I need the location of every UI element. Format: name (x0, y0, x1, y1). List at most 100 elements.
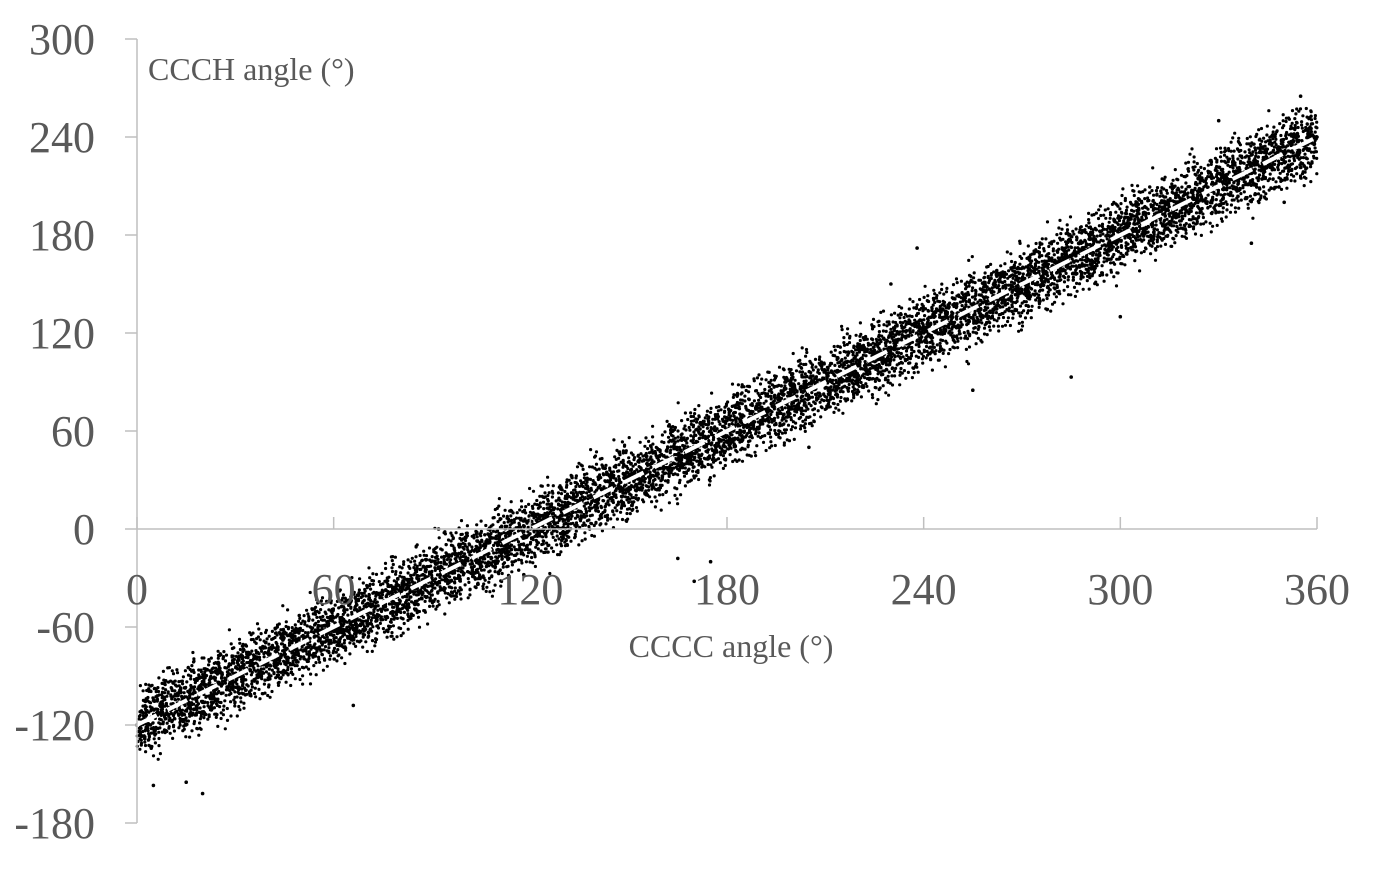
scatter-point (635, 509, 639, 513)
scatter-point (470, 562, 474, 566)
scatter-point (147, 732, 151, 736)
scatter-point (679, 438, 683, 442)
scatter-point (546, 544, 550, 548)
scatter-point (689, 414, 693, 419)
scatter-point (380, 593, 385, 597)
scatter-point (573, 480, 577, 485)
scatter-point (515, 511, 519, 515)
scatter-point (414, 555, 418, 559)
scatter-point (364, 594, 368, 598)
scatter-point (430, 593, 434, 597)
scatter-point (146, 695, 150, 700)
scatter-point (153, 729, 157, 733)
scatter-point (465, 524, 469, 528)
scatter-point (559, 542, 563, 546)
scatter-point (344, 648, 348, 652)
scatter-point (314, 673, 318, 677)
scatter-point (301, 674, 305, 678)
scatter-point (743, 435, 748, 439)
scatter-point (556, 507, 560, 511)
scatter-point (310, 627, 314, 631)
scatter-point (621, 458, 625, 462)
scatter-point (704, 449, 708, 453)
scatter-point (328, 657, 332, 661)
scatter-point (276, 661, 280, 665)
scatter-point (644, 467, 649, 471)
scatter-point (322, 618, 326, 622)
scatter-point (394, 572, 398, 576)
scatter-point (417, 609, 421, 614)
scatter-point (277, 673, 281, 677)
scatter-point (436, 599, 440, 604)
scatter-point (255, 655, 259, 659)
scatter-point (182, 686, 186, 690)
scatter-point (370, 639, 375, 643)
scatter-point (347, 630, 351, 635)
scatter-point (188, 696, 192, 700)
scatter-point (620, 517, 625, 522)
scatter-point (491, 529, 495, 533)
scatter-point (575, 513, 580, 518)
scatter-point (530, 555, 534, 560)
scatter-point (552, 520, 556, 524)
scatter-point (590, 513, 594, 517)
scatter-point (239, 700, 243, 704)
scatter-point (517, 558, 521, 562)
scatter-point (415, 566, 419, 570)
scatter-point (637, 486, 641, 490)
scatter-point (463, 583, 467, 587)
scatter-point (475, 535, 479, 539)
scatter-point (170, 669, 174, 673)
scatter-point (488, 590, 492, 594)
scatter-point (697, 431, 701, 435)
scatter-point (209, 700, 213, 705)
scatter-point (206, 717, 210, 721)
scatter-point (506, 517, 511, 521)
scatter-point (617, 474, 621, 479)
scatter-point (373, 597, 377, 602)
scatter-point (216, 656, 220, 660)
scatter-point (321, 614, 325, 619)
scatter-point (573, 532, 577, 536)
scatter-point (633, 470, 637, 474)
scatter-point (396, 577, 400, 581)
scatter-point (357, 593, 361, 597)
scatter-point (638, 440, 642, 444)
scatter-point (645, 458, 649, 462)
scatter-point (516, 548, 520, 552)
scatter-point (202, 705, 206, 709)
scatter-point (460, 538, 464, 542)
scatter-point (293, 638, 297, 642)
scatter-point (315, 598, 319, 602)
scatter-point (262, 682, 266, 686)
scatter-point (644, 436, 648, 440)
scatter-point (258, 658, 262, 662)
scatter-point (677, 468, 682, 472)
scatter-point (409, 560, 413, 564)
scatter-point (458, 592, 462, 596)
scatter-point (409, 573, 413, 577)
scatter-point (230, 654, 234, 658)
scatter-point (793, 426, 798, 430)
scatter-point (719, 439, 723, 443)
scatter-point (183, 722, 188, 726)
scatter-point (475, 523, 479, 527)
scatter-point (693, 433, 697, 437)
scatter-point (652, 460, 656, 464)
scatter-point (614, 488, 618, 492)
scatter-point (660, 433, 665, 437)
scatter-point (742, 429, 747, 433)
scatter-point (673, 453, 677, 457)
scatter-point (202, 710, 206, 714)
scatter-point (161, 704, 165, 709)
scatter-point (555, 525, 559, 529)
scatter-point (484, 523, 488, 528)
scatter-point (198, 710, 202, 714)
scatter-point (374, 637, 379, 642)
scatter-point (183, 703, 187, 708)
scatter-point (301, 628, 305, 633)
scatter-point (251, 664, 255, 668)
scatter-point (273, 665, 277, 669)
scatter-point (415, 576, 419, 581)
scatter-point (163, 698, 167, 702)
